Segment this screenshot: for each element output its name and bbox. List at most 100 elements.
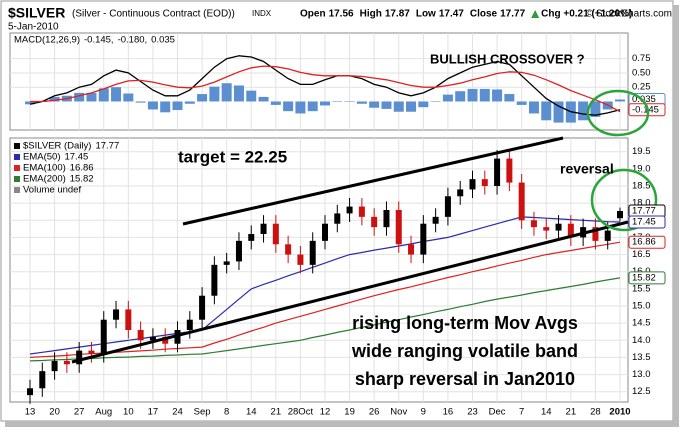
legend-label: Volume undef (23, 185, 81, 196)
macd-line (29, 55, 621, 116)
quote-change: Chg +0.21 (+1.20%) (541, 9, 632, 20)
y-tick-label: 15.0 (632, 301, 651, 312)
price-panel: 12.513.013.514.014.515.015.516.016.517.0… (9, 136, 666, 418)
y-tick-label: 18.5 (632, 181, 651, 192)
last-value-label: 15.82 (632, 272, 656, 283)
histogram-bar (516, 101, 527, 105)
histogram-bar (172, 101, 183, 111)
histogram-bar (356, 101, 367, 104)
trend-line (71, 220, 629, 364)
candle-body (555, 223, 562, 231)
histogram-bar (246, 90, 257, 102)
y-tick-label: 0.25 (632, 82, 651, 93)
histogram-bar (258, 96, 269, 102)
candle-body (51, 360, 58, 372)
x-tick-label: 26 (369, 407, 380, 418)
annotation: sharp reversal in Jan2010 (355, 369, 575, 389)
candle-body (162, 336, 169, 344)
candle-body (592, 227, 599, 241)
candle-body (518, 182, 525, 221)
x-tick-label: 27 (74, 407, 85, 418)
legend-swatch (14, 187, 20, 193)
y-tick-label: 14.0 (632, 335, 651, 346)
histogram-bar (430, 101, 441, 102)
exchange: INDX (252, 9, 272, 18)
histogram-bar (578, 101, 589, 121)
candle-body (346, 206, 353, 214)
x-tick-label: 10 (123, 407, 134, 418)
quote-value: 17.56 (329, 9, 354, 20)
y-tick-label: 16.5 (632, 249, 651, 260)
x-tick-label: 21 (271, 407, 282, 418)
last-value-label: 17.45 (632, 217, 656, 228)
annotation: reversal (560, 161, 614, 177)
macd-line (30, 65, 621, 113)
quote-value: 17.87 (385, 9, 410, 20)
candle-body (27, 388, 33, 396)
candle-body (395, 210, 402, 245)
histogram-bar (442, 94, 453, 102)
quote-label: High (360, 9, 382, 20)
candle-body (444, 196, 451, 217)
histogram-bar (381, 101, 392, 109)
candle-body (272, 223, 279, 245)
histogram-bar (344, 101, 355, 102)
candle-body (408, 244, 415, 255)
trend-line (182, 136, 564, 226)
histogram-bar (528, 101, 539, 114)
histogram-bar (98, 88, 109, 102)
histogram-bar (184, 101, 195, 104)
x-tick-label: 7 (519, 407, 524, 418)
symbol: $SILVER (8, 5, 65, 21)
last-value-label: 17.77 (632, 206, 656, 217)
histogram-bar (418, 101, 429, 108)
candle-body (186, 319, 193, 330)
credit: © StockCharts.com (586, 9, 672, 20)
histogram-bar (541, 101, 552, 121)
annotation: wide ranging volatile band (351, 341, 578, 361)
y-tick-label: 19.0 (632, 163, 651, 174)
legend-swatch (14, 143, 20, 149)
x-tick-label: 23 (467, 407, 478, 418)
candle-body (309, 240, 316, 265)
x-tick-label: 12 (320, 407, 331, 418)
legend-value: 16.86 (70, 163, 94, 174)
x-tick-label: 14 (541, 407, 552, 418)
macd-legend-value: 0.035 (151, 35, 175, 46)
x-tick-label: 17 (148, 407, 159, 418)
annotation: BULLISH CROSSOVER ? (430, 51, 585, 66)
date: 5-Jan-2010 (8, 22, 59, 33)
legend-label: EMA(50) (23, 152, 60, 163)
histogram-bar (590, 101, 601, 117)
quote: Open 17.56 High 17.87 Low 17.47 Close 17.77 Chg … (300, 9, 632, 20)
histogram-bar (479, 88, 490, 102)
last-value-label: 0.035 (632, 94, 656, 105)
last-value-box (628, 235, 666, 249)
quote-label: Close (470, 9, 498, 20)
candle-body (137, 330, 144, 341)
candle-body (371, 216, 378, 228)
macd-legend-value: -0.145, (84, 35, 114, 46)
candle-body (457, 189, 464, 197)
histogram-bar (492, 89, 503, 102)
quote-label: Low (416, 9, 436, 20)
candle-body (420, 223, 427, 255)
histogram-bar (221, 83, 232, 102)
y-tick-label: 14.5 (632, 318, 651, 329)
histogram-bar (147, 101, 158, 110)
highlight-circle (590, 168, 658, 232)
histogram-bar (86, 92, 97, 102)
x-tick-label: 9 (421, 407, 426, 418)
x-tick-label: 2010 (609, 407, 630, 418)
y-tick-label: 0.75 (632, 53, 651, 64)
macd-legend-label: MACD(12,26,9) (14, 35, 80, 46)
histogram-bar (295, 101, 306, 114)
histogram-bar (369, 101, 380, 108)
candle-body (604, 230, 611, 241)
candle-body (248, 234, 255, 241)
annotation: target = 22.25 (178, 147, 287, 166)
candle-body (88, 350, 95, 354)
y-tick-label: 18.0 (632, 198, 651, 209)
ema-line (29, 277, 621, 362)
quote-value: 17.47 (439, 9, 464, 20)
